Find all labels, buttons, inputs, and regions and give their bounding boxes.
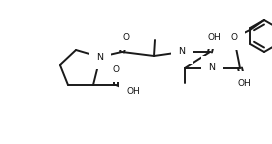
Text: O: O	[113, 66, 119, 74]
Text: O: O	[230, 34, 237, 42]
Text: OH: OH	[207, 33, 221, 41]
Text: OH: OH	[237, 78, 251, 88]
Text: N: N	[209, 64, 215, 72]
Text: N: N	[178, 48, 186, 56]
Text: O: O	[122, 34, 129, 42]
Text: OH: OH	[126, 88, 140, 96]
Text: N: N	[97, 53, 104, 61]
